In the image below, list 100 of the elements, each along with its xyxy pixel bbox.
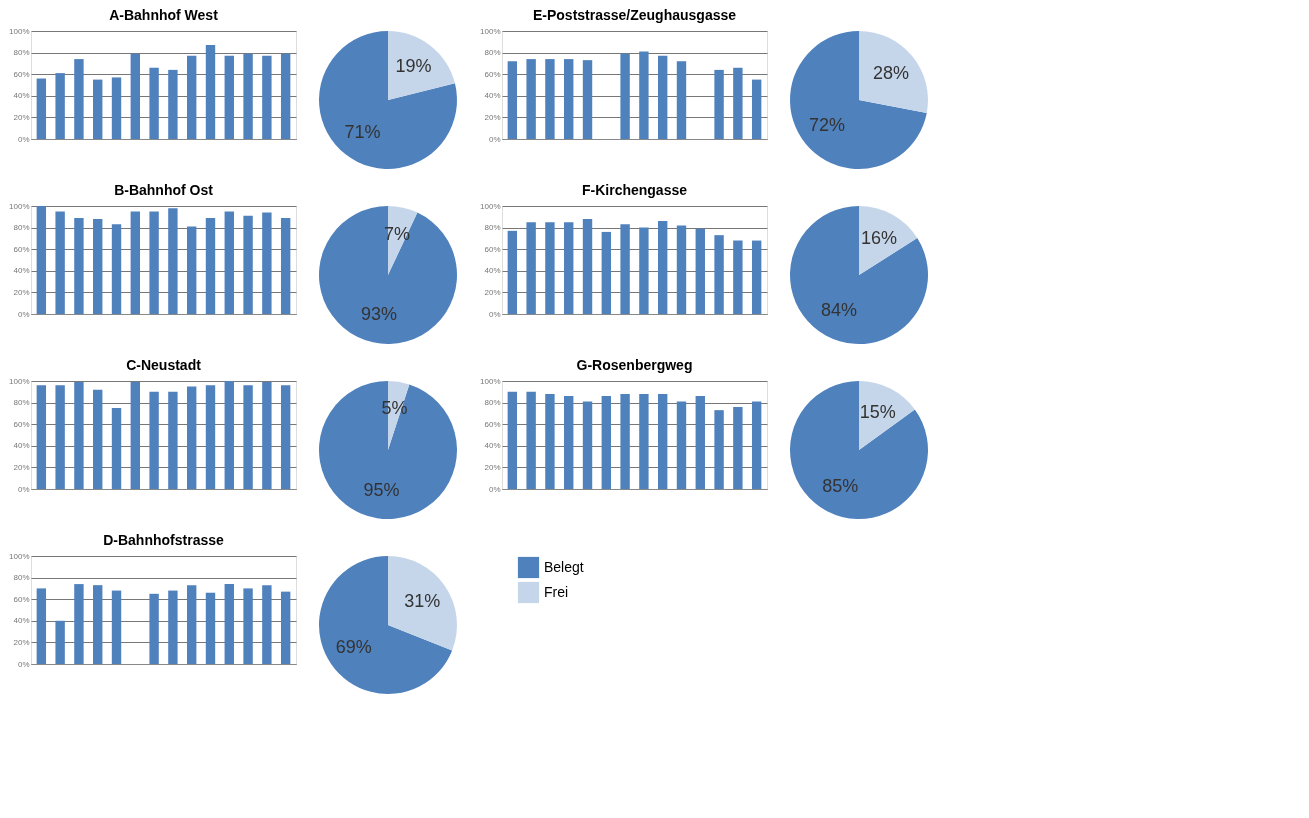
- bar: [224, 211, 234, 314]
- bar: [620, 224, 630, 314]
- bar: [130, 211, 141, 314]
- y-tick-label: 0%: [17, 659, 30, 669]
- bar: [639, 51, 649, 139]
- bar: [714, 69, 724, 139]
- bar: [149, 211, 159, 314]
- bar: [526, 391, 536, 489]
- bar: [639, 227, 649, 314]
- bar: [695, 396, 705, 489]
- bar: [280, 53, 291, 139]
- y-tick-label: 20%: [13, 462, 30, 472]
- bar: [507, 61, 518, 139]
- y-tick-label: 40%: [484, 266, 501, 276]
- chart-title: A-Bahnhof West: [109, 7, 219, 23]
- bar: [243, 588, 253, 664]
- bar: [149, 391, 159, 489]
- y-tick-label: 40%: [13, 441, 30, 451]
- bar: [657, 393, 668, 489]
- legend-label: Belegt: [544, 558, 584, 575]
- chart-title: E-Poststrasse/Zeughausgasse: [532, 7, 737, 23]
- bar: [676, 401, 687, 489]
- bar: [733, 67, 743, 139]
- bar: [243, 215, 253, 314]
- bar: [130, 53, 141, 139]
- bar: [280, 385, 291, 489]
- bar: [111, 590, 122, 664]
- pie-slice: [319, 31, 457, 169]
- y-tick-label: 20%: [13, 637, 30, 647]
- bar: [111, 224, 122, 314]
- bar: [262, 55, 272, 139]
- y-tick-label: 100%: [9, 26, 30, 36]
- bar: [564, 222, 574, 314]
- bar: [714, 410, 724, 489]
- bar: [676, 61, 687, 139]
- y-tick-label: 20%: [484, 112, 501, 122]
- bar: [676, 225, 687, 314]
- bar: [526, 222, 536, 314]
- bar: [93, 389, 103, 489]
- pie-slice: [319, 206, 457, 344]
- y-tick-label: 60%: [13, 594, 30, 604]
- bar: [564, 59, 574, 139]
- pie-slice: [388, 31, 455, 100]
- chart-title: D-Bahnhofstrasse: [103, 532, 224, 548]
- bar: [224, 584, 234, 664]
- bar: [205, 217, 216, 314]
- bar: [74, 217, 84, 314]
- bar: [111, 77, 122, 139]
- data-label: 85%: [822, 475, 859, 496]
- bar: [186, 226, 197, 314]
- data-label: 28%: [872, 62, 909, 83]
- bar: [74, 382, 84, 489]
- y-tick-label: 60%: [13, 419, 30, 429]
- bar: [601, 396, 612, 489]
- pie-slice: [790, 31, 927, 169]
- data-label: 84%: [821, 300, 858, 321]
- bar: [751, 401, 762, 489]
- bar: [280, 217, 291, 314]
- bar: [751, 240, 762, 314]
- bar: [620, 53, 630, 139]
- bar: [55, 385, 65, 489]
- y-tick-label: 100%: [480, 376, 501, 386]
- bar: [93, 218, 103, 314]
- y-tick-label: 60%: [484, 69, 501, 79]
- y-tick-label: 80%: [484, 223, 501, 233]
- bar: [205, 592, 216, 664]
- chart-title: B-Bahnhof Ost: [114, 182, 214, 198]
- bar: [186, 386, 197, 489]
- bar: [526, 59, 536, 139]
- bar: [695, 228, 705, 314]
- chart-title: C-Neustadt: [126, 357, 202, 373]
- y-tick-label: 60%: [13, 244, 30, 254]
- bar: [205, 45, 216, 139]
- bar: [507, 230, 518, 314]
- bar: [601, 231, 612, 314]
- pie-slice: [388, 556, 457, 651]
- bar: [55, 211, 65, 314]
- bar: [243, 385, 253, 489]
- y-tick-label: 20%: [484, 462, 501, 472]
- bar: [74, 59, 84, 139]
- y-tick-label: 0%: [488, 309, 501, 319]
- bar: [620, 393, 630, 489]
- bar: [262, 382, 272, 489]
- y-tick-label: 60%: [484, 419, 501, 429]
- pie-slice: [790, 206, 928, 344]
- pie-slice: [319, 381, 457, 519]
- y-tick-label: 60%: [13, 69, 30, 79]
- y-tick-label: 80%: [13, 223, 30, 233]
- bar: [205, 385, 216, 489]
- bar: [36, 78, 47, 139]
- bar: [168, 208, 178, 314]
- data-label: 71%: [344, 121, 381, 142]
- y-tick-label: 20%: [484, 287, 501, 297]
- bar: [639, 393, 649, 489]
- bar: [36, 588, 47, 664]
- y-tick-label: 100%: [9, 376, 30, 386]
- bar: [111, 408, 122, 489]
- pie-slice: [319, 556, 453, 694]
- bar: [582, 401, 593, 489]
- y-tick-label: 80%: [13, 398, 30, 408]
